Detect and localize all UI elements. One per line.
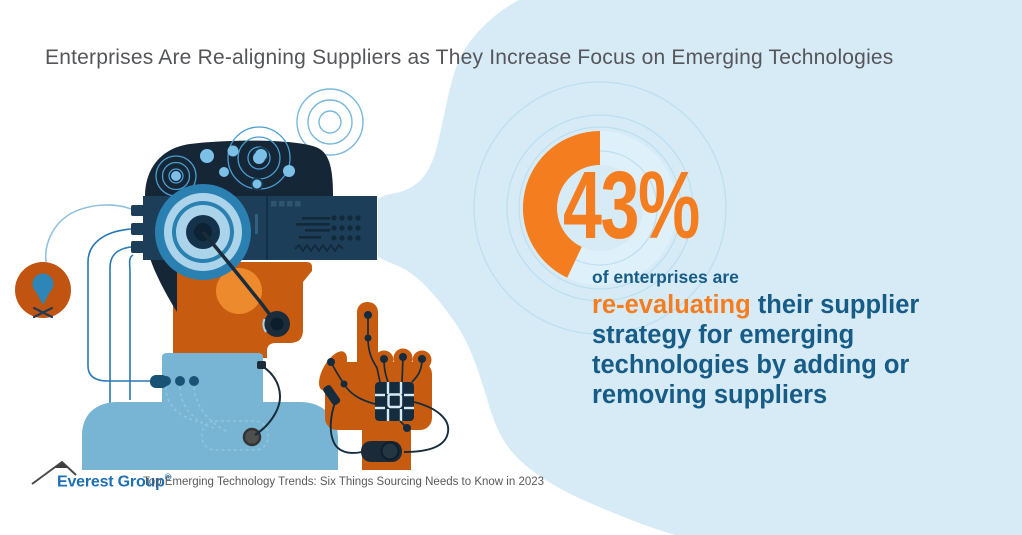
x-mark-icon (32, 306, 54, 319)
shirt (82, 353, 338, 470)
robotic-hand (319, 302, 450, 470)
shirt-dashed-circuit (165, 386, 269, 451)
circuit-dots (327, 311, 426, 432)
location-pin-badge (15, 262, 71, 319)
shirt-sensor-dot (242, 427, 262, 447)
cable-nub (257, 361, 266, 369)
stat-lead: of enterprises are (592, 267, 739, 287)
brand-name: Everest Group (57, 473, 165, 491)
location-pin-icon (32, 273, 54, 305)
headset-dot-grid (331, 215, 361, 241)
hair-top (145, 140, 333, 196)
chip-icon (375, 382, 414, 421)
donut-decorative-rings (473, 81, 727, 335)
hair-back (150, 258, 177, 312)
collar-dots (161, 376, 199, 386)
stat-value: 43% (563, 152, 700, 259)
mountain-logo-icon (31, 460, 77, 485)
source-citation: Top Emerging Technology Trends: Six Thin… (143, 476, 545, 488)
speech-bubble-blob (378, 0, 1022, 535)
vr-person (82, 126, 377, 470)
ripple-circles-hair (155, 126, 291, 197)
stat-rest: their supplier strategy for emerging tec… (592, 291, 920, 409)
hair-dots (171, 145, 295, 191)
cheek-highlight (216, 268, 262, 314)
microphone (201, 230, 290, 337)
headset-wires (44, 204, 152, 404)
mic-cable (254, 365, 281, 436)
stat-highlight: re-evaluating (592, 291, 751, 319)
headset-zigzag (294, 243, 344, 253)
donut-arc-43 (522, 130, 600, 278)
brand-logo-text: Everest Group® (57, 472, 171, 491)
registered-mark: ® (164, 472, 172, 482)
headset-ports (131, 205, 145, 253)
wristband (361, 441, 402, 462)
donut-chart (473, 81, 727, 335)
ripple-circles-top (296, 88, 364, 156)
thumb-sensor (323, 385, 341, 406)
page-title: Enterprises Are Re-aligning Suppliers as… (45, 46, 894, 69)
stat-description: re-evaluating their supplier strategy fo… (592, 290, 944, 410)
